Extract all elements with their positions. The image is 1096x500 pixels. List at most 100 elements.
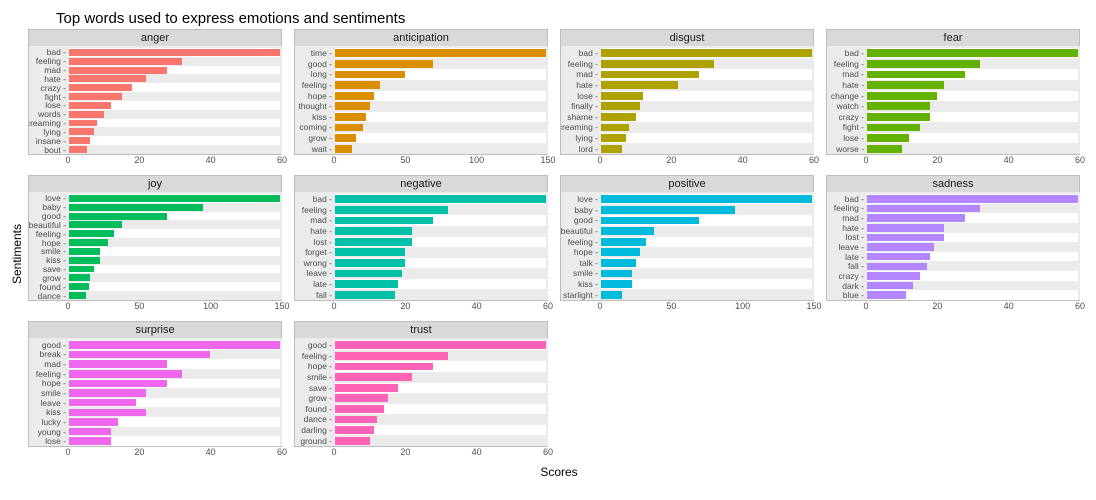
- bar-row: baby -: [601, 205, 812, 215]
- bar: [69, 274, 90, 281]
- bar-row: young -: [69, 427, 280, 437]
- y-tick-label: feeling -: [834, 59, 864, 69]
- bar-row: good -: [69, 212, 280, 221]
- facet-panel: love -baby -good -beautiful -feeling -ho…: [560, 192, 814, 301]
- y-tick-label: smile -: [41, 388, 66, 398]
- bar-row: lost -: [335, 237, 546, 247]
- bar-row: bad -: [867, 194, 1078, 204]
- facet-strip: negative: [294, 175, 548, 192]
- bar-row: feeling -: [69, 369, 280, 379]
- bar-row: late -: [867, 252, 1078, 262]
- bar: [867, 113, 930, 121]
- x-axis: 0204060: [68, 155, 282, 169]
- bar: [601, 124, 629, 132]
- facet-strip: sadness: [826, 175, 1080, 192]
- bar-row: fall -: [867, 261, 1078, 271]
- x-tick: 40: [472, 301, 482, 311]
- y-tick-label: crazy -: [839, 112, 865, 122]
- facet-strip: joy: [28, 175, 282, 192]
- bar: [69, 111, 104, 118]
- bar-row: kiss -: [335, 112, 546, 122]
- facet-panel: time -good -long -feeling -hope -thought…: [294, 46, 548, 155]
- x-axis: 0204060: [866, 155, 1080, 169]
- bar: [69, 213, 167, 220]
- y-tick-label: wait -: [312, 144, 332, 154]
- bar: [867, 205, 980, 213]
- x-tick: 150: [806, 301, 821, 311]
- bar-row: mad -: [867, 69, 1078, 79]
- bar: [69, 75, 146, 82]
- bar-row: fall -: [335, 290, 546, 300]
- bar-row: crazy -: [867, 112, 1078, 122]
- x-axis: 0204060: [334, 447, 548, 461]
- facet-panel: good -break -mad -feeling -hope -smile -…: [28, 338, 282, 447]
- bar-row: wrong -: [335, 258, 546, 268]
- y-tick-label: bad -: [579, 48, 598, 58]
- y-tick-label: kiss -: [312, 112, 332, 122]
- bar: [601, 81, 678, 89]
- y-tick-label: good -: [308, 59, 332, 69]
- y-tick-label: change -: [831, 91, 864, 101]
- bar: [335, 416, 377, 424]
- bar: [335, 437, 370, 445]
- bar: [867, 282, 913, 290]
- bar: [601, 102, 640, 110]
- y-tick-label: fight -: [843, 122, 864, 132]
- y-tick-label: lucky -: [41, 417, 66, 427]
- bar-row: lucky -: [69, 417, 280, 427]
- bar-row: kiss -: [601, 279, 812, 289]
- bar: [601, 280, 632, 288]
- x-tick: 20: [400, 447, 410, 457]
- bar: [69, 146, 87, 153]
- x-tick: 50: [134, 301, 144, 311]
- bar-row: leave -: [867, 242, 1078, 252]
- facet-disgust: disgustbad -feeling -mad -hate -lose -fi…: [560, 29, 814, 169]
- bar-row: wait -: [335, 144, 546, 154]
- bar-row: lose -: [69, 436, 280, 446]
- bar-row: watch -: [867, 101, 1078, 111]
- x-tick: 40: [472, 447, 482, 457]
- y-tick-label: late -: [313, 279, 332, 289]
- y-tick-label: mad -: [44, 359, 66, 369]
- y-tick-label: hate -: [842, 223, 864, 233]
- y-tick-label: baby -: [574, 205, 598, 215]
- bar-row: mad -: [69, 359, 280, 369]
- bar-row: dark -: [867, 281, 1078, 291]
- y-tick-label: ground -: [300, 436, 332, 446]
- bar-row: fight -: [69, 92, 280, 101]
- y-tick-label: lord -: [579, 144, 598, 154]
- bar: [601, 195, 812, 203]
- x-tick: 0: [597, 301, 602, 311]
- bar: [69, 102, 111, 109]
- bar: [69, 257, 100, 264]
- x-axis: 0204060: [600, 155, 814, 169]
- x-tick: 100: [469, 155, 484, 165]
- y-tick-label: mad -: [842, 213, 864, 223]
- bar-row: lord -: [601, 144, 812, 154]
- bar-row: shame -: [601, 112, 812, 122]
- bar: [69, 360, 167, 368]
- bar: [335, 341, 546, 349]
- bar-row: hate -: [867, 223, 1078, 233]
- x-tick: 150: [540, 155, 555, 165]
- facet-negative: negativebad -feeling -mad -hate -lost -f…: [294, 175, 548, 315]
- bar: [867, 234, 944, 242]
- x-tick: 50: [400, 155, 410, 165]
- bar-row: forget -: [335, 247, 546, 257]
- bar-row: fight -: [867, 122, 1078, 132]
- x-axis: 0204060: [866, 301, 1080, 315]
- bar-row: hope -: [601, 247, 812, 257]
- y-tick-label: lost -: [846, 232, 864, 242]
- bar: [867, 253, 930, 261]
- bar-row: bad -: [335, 194, 546, 204]
- bar: [335, 134, 356, 142]
- y-tick-label: talk -: [580, 258, 598, 268]
- bar-row: worse -: [867, 144, 1078, 154]
- bar-row: feeling -: [335, 205, 546, 215]
- bar-row: feeling -: [69, 229, 280, 238]
- x-tick: 20: [134, 447, 144, 457]
- y-tick-label: hope -: [42, 378, 66, 388]
- bar: [69, 239, 108, 246]
- facet-panel: love -baby -good -beautiful -feeling -ho…: [28, 192, 282, 301]
- bar-row: feeling -: [601, 237, 812, 247]
